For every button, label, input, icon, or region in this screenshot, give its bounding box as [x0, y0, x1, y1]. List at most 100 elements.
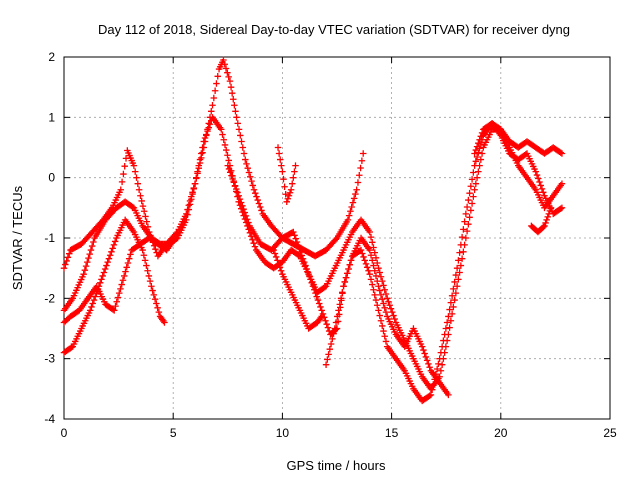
data-point	[428, 386, 436, 393]
data-point	[431, 376, 438, 383]
data-point	[117, 186, 125, 193]
x-tick-label: 0	[61, 426, 68, 440]
data-point	[228, 89, 236, 97]
data-point	[315, 300, 323, 307]
data-point	[446, 324, 453, 331]
data-point	[294, 242, 302, 249]
data-point	[376, 312, 383, 319]
data-point	[475, 168, 482, 175]
data-point	[290, 174, 297, 181]
data-point	[453, 264, 461, 272]
data-point	[361, 257, 369, 264]
data-point	[290, 228, 297, 236]
data-point	[380, 327, 387, 335]
data-point	[121, 162, 128, 170]
data-point	[533, 171, 541, 179]
series-track-7	[322, 120, 566, 405]
data-point	[203, 131, 210, 138]
data-point	[545, 210, 553, 218]
data-point	[231, 182, 239, 189]
data-point	[134, 180, 142, 187]
data-point	[124, 259, 132, 267]
data-point	[346, 261, 354, 268]
data-point	[478, 129, 486, 137]
data-point	[466, 189, 473, 197]
data-point	[256, 203, 264, 211]
data-point	[90, 296, 98, 304]
data-point	[90, 238, 97, 246]
data-point	[242, 156, 249, 163]
data-point	[230, 95, 237, 103]
data-point	[340, 283, 347, 290]
data-point	[292, 162, 299, 169]
data-point	[108, 248, 115, 256]
data-point	[214, 73, 222, 80]
data-point	[347, 257, 355, 264]
data-point	[382, 338, 390, 345]
data-point	[314, 296, 322, 304]
data-point	[234, 120, 242, 127]
data-point	[82, 262, 90, 270]
data-point	[465, 220, 472, 228]
data-point	[228, 172, 235, 179]
data-point	[337, 295, 345, 302]
data-point	[142, 213, 149, 220]
data-point	[224, 152, 231, 159]
data-point	[226, 169, 234, 176]
data-point	[236, 195, 244, 203]
data-point	[476, 162, 483, 169]
data-point	[342, 274, 350, 281]
data-point	[462, 210, 470, 218]
data-point	[217, 126, 225, 133]
data-point	[250, 186, 258, 193]
data-point	[543, 216, 550, 224]
data-point	[385, 298, 392, 306]
data-point	[372, 254, 380, 262]
data-point	[291, 232, 298, 239]
data-point	[119, 276, 127, 284]
data-point	[154, 304, 161, 312]
data-point	[477, 140, 485, 148]
data-point	[322, 361, 330, 368]
y-tick-label: 2	[48, 50, 55, 64]
data-point	[211, 87, 219, 95]
data-point	[436, 373, 443, 381]
data-point	[245, 219, 252, 226]
data-point	[356, 172, 363, 179]
data-point	[243, 215, 251, 223]
data-point	[244, 164, 252, 172]
data-point	[123, 264, 130, 271]
data-point	[249, 182, 257, 189]
data-point	[227, 83, 235, 91]
data-point	[371, 249, 379, 256]
data-point	[362, 260, 370, 268]
data-point	[357, 164, 364, 172]
series-track-8	[471, 120, 566, 157]
data-point	[332, 319, 340, 326]
data-point	[60, 264, 68, 272]
data-point	[377, 291, 385, 299]
x-tick-label: 20	[494, 426, 508, 440]
data-point	[274, 144, 282, 151]
data-point	[130, 162, 138, 169]
data-point	[382, 308, 390, 316]
series-track-3	[60, 216, 168, 356]
data-point	[146, 277, 154, 285]
data-point	[418, 343, 426, 350]
data-point	[367, 233, 375, 241]
data-point	[253, 193, 260, 200]
data-point	[423, 357, 431, 364]
data-point	[451, 278, 458, 286]
data-point	[376, 287, 383, 294]
data-point	[224, 162, 232, 169]
data-point	[149, 287, 156, 294]
data-point	[388, 308, 396, 316]
data-point	[373, 259, 381, 267]
data-point	[313, 293, 320, 300]
data-point	[378, 295, 386, 303]
data-point	[310, 286, 318, 293]
data-point	[437, 349, 445, 356]
data-point	[235, 126, 243, 133]
data-point	[249, 236, 256, 243]
